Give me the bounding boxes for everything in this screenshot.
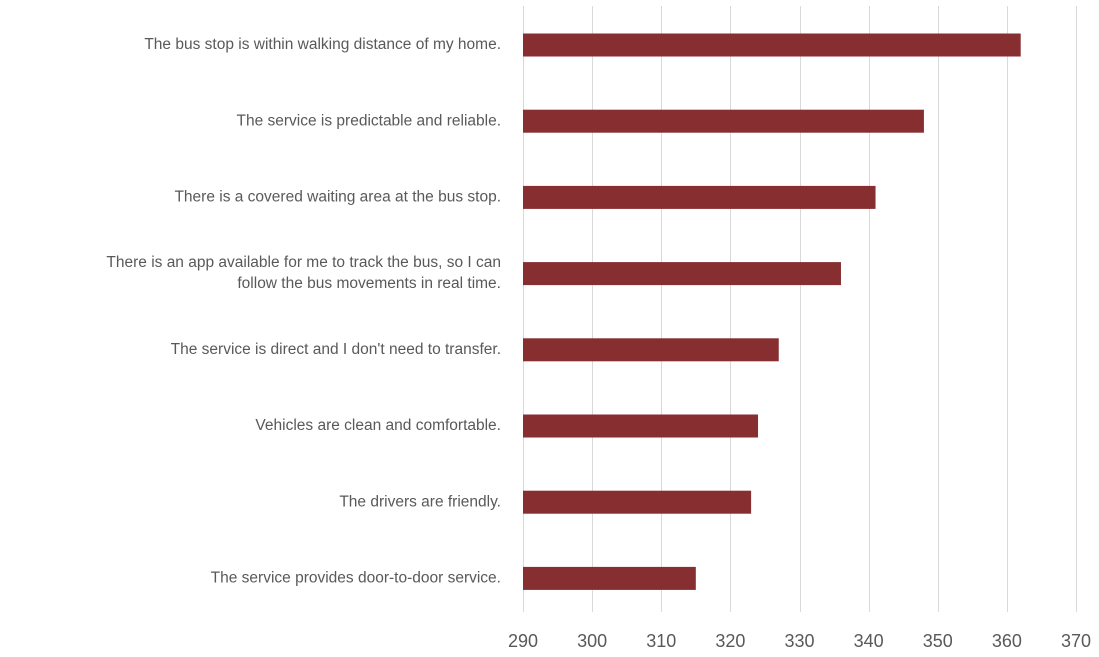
bar-2 xyxy=(523,185,876,209)
category-label-5: Vehicles are clean and comfortable. xyxy=(255,417,501,434)
category-label-7: The service provides door-to-door servic… xyxy=(211,569,501,586)
x-tick-label-340: 340 xyxy=(854,631,884,651)
category-label-4: The service is direct and I don't need t… xyxy=(171,341,501,358)
category-label-1: The service is predictable and reliable. xyxy=(237,112,502,129)
category-label-6: The drivers are friendly. xyxy=(339,493,501,510)
x-tick-label-300: 300 xyxy=(577,631,607,651)
category-labels: The bus stop is within walking distance … xyxy=(106,36,501,586)
bar-7 xyxy=(523,566,696,590)
bars xyxy=(523,33,1021,590)
category-label-3-line-1: follow the bus movements in real time. xyxy=(237,275,501,292)
x-tick-label-330: 330 xyxy=(784,631,814,651)
x-axis-tick-labels: 290 300 310 320 330 340 350 360 370 xyxy=(508,631,1091,651)
x-tick-label-320: 320 xyxy=(715,631,745,651)
x-tick-label-370: 370 xyxy=(1061,631,1091,651)
category-label-0: The bus stop is within walking distance … xyxy=(144,36,501,53)
bar-5 xyxy=(523,414,759,438)
bar-1 xyxy=(523,109,924,133)
x-tick-label-310: 310 xyxy=(646,631,676,651)
x-tick-label-360: 360 xyxy=(992,631,1022,651)
category-label-2: There is a covered waiting area at the b… xyxy=(174,188,501,205)
x-tick-label-350: 350 xyxy=(923,631,953,651)
bar-0 xyxy=(523,33,1021,57)
x-tick-label-290: 290 xyxy=(508,631,538,651)
bar-3 xyxy=(523,262,841,286)
bar-4 xyxy=(523,338,779,362)
bar-6 xyxy=(523,490,752,514)
category-label-3-line-0: There is an app available for me to trac… xyxy=(106,254,501,271)
gridlines xyxy=(523,6,1077,612)
